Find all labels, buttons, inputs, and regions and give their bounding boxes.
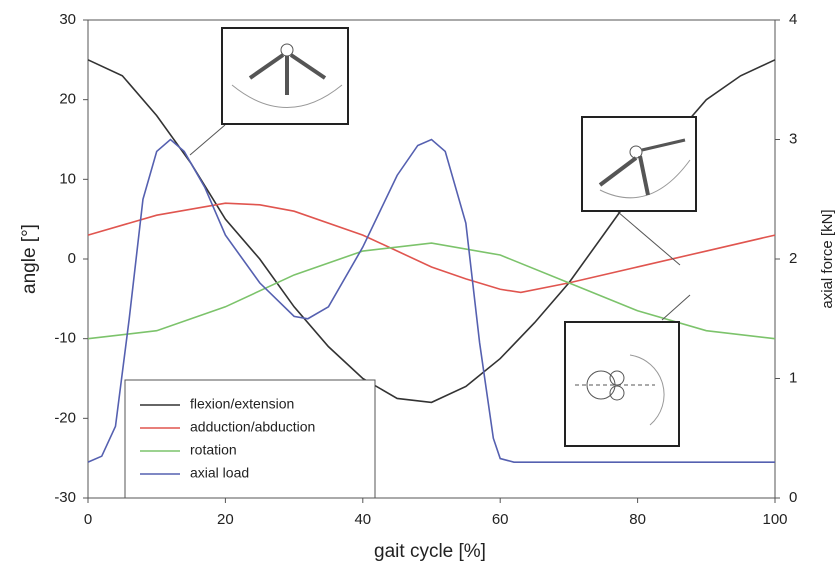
- x-tick-label: 80: [629, 511, 646, 528]
- y-tick-label: -20: [54, 409, 76, 426]
- series-line: [87, 138, 775, 463]
- legend-label: adduction/abduction: [190, 419, 315, 435]
- legend-label: axial load: [190, 465, 249, 481]
- y2-axis-label: axial force [kN]: [819, 209, 836, 308]
- y-tick-label: 20: [59, 91, 76, 108]
- y2-tick-label: 3: [789, 130, 797, 147]
- x-tick-label: 100: [762, 511, 787, 528]
- x-tick-label: 20: [217, 511, 234, 528]
- y2-tick-label: 1: [789, 369, 797, 386]
- y2-tick-label: 2: [789, 250, 797, 267]
- y-axis-label: angle [°]: [19, 224, 40, 294]
- y-tick-label: -30: [54, 489, 76, 506]
- x-tick-label: 40: [354, 511, 371, 528]
- x-tick-label: 60: [492, 511, 509, 528]
- y-tick-label: 30: [59, 11, 76, 28]
- legend-label: rotation: [190, 442, 237, 458]
- x-tick-label: 0: [84, 511, 92, 528]
- series-line: [87, 242, 776, 340]
- series-line: [87, 202, 776, 294]
- y-tick-label: 0: [68, 250, 76, 267]
- y2-tick-label: 0: [789, 489, 797, 506]
- legend: flexion/extension adduction/abduction rota…: [124, 379, 376, 499]
- y-tick-label: -10: [54, 330, 76, 347]
- y2-tick-label: 4: [789, 11, 797, 28]
- insets: [189, 27, 697, 447]
- y-tick-label: 10: [59, 170, 76, 187]
- legend-label: flexion/extension: [190, 396, 294, 412]
- x-axis-label: gait cycle [%]: [374, 541, 486, 562]
